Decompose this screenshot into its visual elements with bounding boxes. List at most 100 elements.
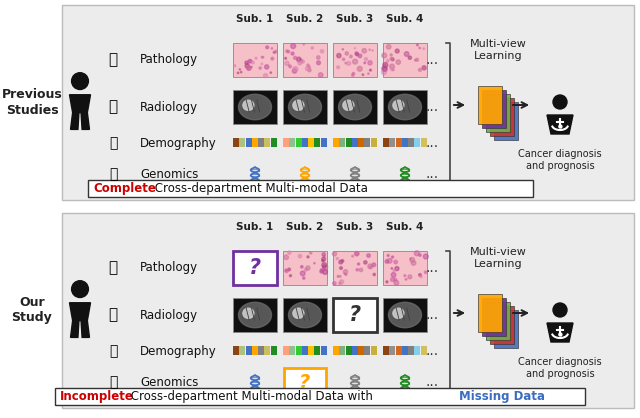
Circle shape (307, 256, 309, 258)
Bar (264, 138, 271, 147)
Circle shape (390, 64, 394, 69)
Circle shape (337, 54, 341, 58)
Circle shape (322, 260, 324, 262)
Circle shape (386, 281, 388, 283)
Text: Pathology: Pathology (140, 262, 198, 275)
Text: Multi-view
Learning: Multi-view Learning (470, 247, 527, 269)
Circle shape (404, 275, 406, 277)
Circle shape (369, 266, 371, 268)
Circle shape (352, 72, 355, 75)
Bar (364, 346, 371, 355)
Circle shape (291, 52, 294, 55)
Bar (333, 251, 377, 285)
Circle shape (356, 53, 358, 56)
Bar (264, 346, 271, 355)
Bar (302, 138, 308, 147)
Circle shape (391, 268, 392, 269)
Text: 🗂: 🗂 (109, 344, 117, 358)
Text: 🔬: 🔬 (108, 260, 118, 275)
Bar (402, 346, 408, 355)
Circle shape (296, 57, 301, 62)
Bar (55, 388, 585, 405)
Circle shape (246, 66, 250, 70)
Bar (252, 346, 258, 355)
Bar (283, 346, 289, 355)
Ellipse shape (393, 100, 404, 110)
Bar (402, 138, 408, 147)
Circle shape (404, 52, 409, 56)
Ellipse shape (243, 308, 254, 319)
Text: Sub. 4: Sub. 4 (387, 14, 424, 24)
Circle shape (261, 56, 263, 58)
Circle shape (364, 261, 367, 264)
Polygon shape (81, 112, 90, 130)
Circle shape (311, 47, 314, 49)
Circle shape (319, 73, 323, 77)
Bar (62, 213, 634, 408)
Circle shape (248, 59, 252, 63)
Ellipse shape (293, 308, 304, 319)
Circle shape (394, 278, 397, 281)
Circle shape (250, 60, 252, 63)
Text: Demography: Demography (140, 344, 217, 357)
Polygon shape (70, 112, 79, 130)
Bar (420, 346, 427, 355)
Bar (333, 138, 339, 147)
Circle shape (341, 260, 344, 262)
Text: ?: ? (249, 258, 261, 278)
Circle shape (362, 74, 364, 75)
Circle shape (310, 252, 312, 254)
Circle shape (287, 51, 290, 53)
Circle shape (372, 50, 373, 51)
Text: ?: ? (349, 305, 361, 325)
Text: ...: ... (426, 136, 438, 150)
Text: Sub. 3: Sub. 3 (337, 14, 374, 24)
Circle shape (305, 268, 307, 271)
Circle shape (423, 48, 424, 49)
Text: Radiology: Radiology (140, 100, 198, 114)
Circle shape (255, 57, 257, 59)
Circle shape (288, 268, 291, 271)
Bar (88, 180, 533, 197)
Circle shape (339, 282, 341, 284)
Circle shape (273, 51, 275, 54)
Text: Cancer diagnosis
and prognosis: Cancer diagnosis and prognosis (518, 149, 602, 171)
Circle shape (393, 270, 396, 272)
Bar (358, 138, 364, 147)
Circle shape (237, 72, 239, 74)
Circle shape (323, 265, 326, 268)
Bar (383, 43, 427, 77)
Bar (371, 346, 377, 355)
Bar (383, 251, 427, 285)
Circle shape (382, 66, 387, 71)
Circle shape (373, 273, 376, 275)
Bar (289, 346, 295, 355)
Bar (271, 138, 276, 147)
Circle shape (301, 60, 304, 63)
Bar (415, 346, 420, 355)
Bar (478, 294, 502, 332)
Bar (482, 298, 506, 336)
Circle shape (300, 271, 305, 276)
Circle shape (340, 267, 342, 270)
Circle shape (364, 62, 365, 64)
Circle shape (422, 66, 426, 70)
Bar (283, 138, 289, 147)
Circle shape (320, 270, 323, 273)
Circle shape (410, 257, 415, 262)
Circle shape (368, 61, 372, 65)
Circle shape (337, 66, 340, 69)
Bar (333, 43, 377, 77)
Bar (408, 138, 414, 147)
Circle shape (259, 67, 261, 69)
Circle shape (339, 260, 342, 264)
Text: Multi-view
Learning: Multi-view Learning (470, 39, 527, 61)
Circle shape (239, 69, 241, 70)
Circle shape (369, 49, 371, 50)
Text: Cross-department Multi-modal Data: Cross-department Multi-modal Data (151, 182, 368, 195)
Circle shape (393, 69, 394, 71)
Circle shape (390, 278, 394, 281)
Text: Previous
Studies: Previous Studies (2, 89, 62, 117)
Circle shape (392, 58, 394, 61)
Bar (62, 5, 634, 200)
